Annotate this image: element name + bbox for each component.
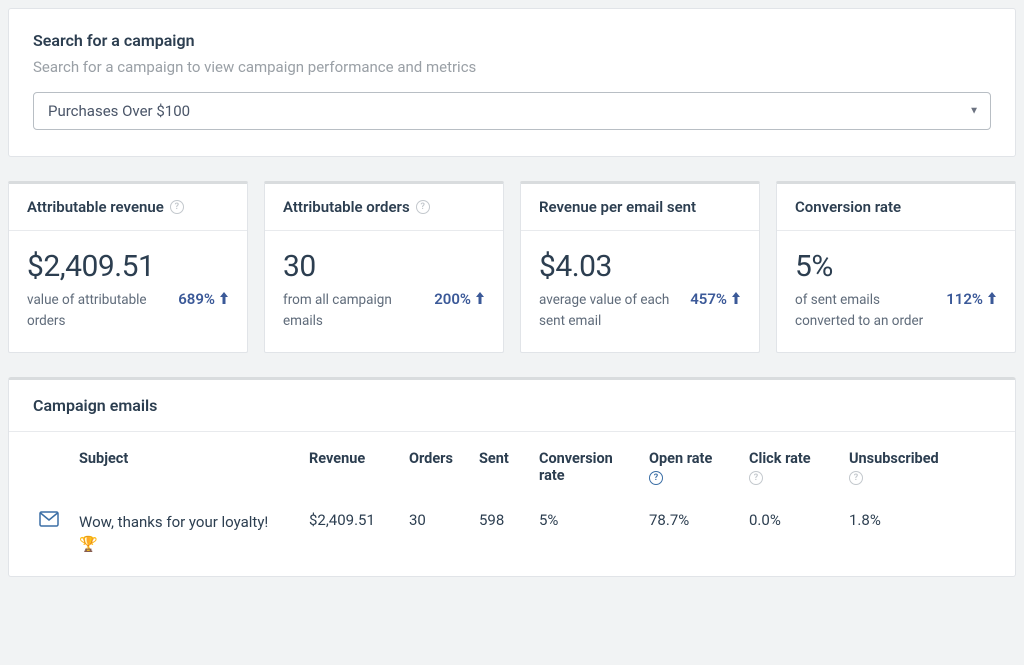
th-open-label: Open rate: [649, 450, 729, 467]
cell-conversion: 5%: [529, 501, 639, 576]
metric-body: $2,409.51 value of attributable orders 6…: [9, 231, 247, 352]
metric-change-value: 457%: [690, 290, 727, 308]
table-header-row: Subject Revenue Orders Sent Conversion r…: [9, 432, 1015, 501]
metric-header: Conversion rate: [777, 184, 1015, 231]
metric-desc: from all campaign emails: [283, 290, 424, 332]
metric-header: Revenue per email sent: [521, 184, 759, 231]
metric-revenue-per-email: Revenue per email sent $4.03 average val…: [520, 181, 760, 353]
cell-icon: [9, 501, 69, 576]
metric-change-value: 200%: [434, 290, 471, 308]
th-conversion: Conversion rate: [529, 432, 639, 501]
metric-change: 112%: [946, 290, 997, 308]
metric-desc: of sent emails converted to an order: [795, 290, 936, 332]
metric-conversion-rate: Conversion rate 5% of sent emails conver…: [776, 181, 1016, 353]
help-icon[interactable]: ?: [749, 471, 763, 485]
campaign-select[interactable]: Purchases Over $100: [33, 92, 991, 130]
metric-header: Attributable revenue ?: [9, 184, 247, 231]
cell-sent: 598: [469, 501, 529, 576]
th-subject: Subject: [69, 432, 299, 501]
th-unsub-label: Unsubscribed: [849, 450, 1005, 467]
metric-desc: average value of each sent email: [539, 290, 680, 332]
metric-header: Attributable orders ?: [265, 184, 503, 231]
help-icon[interactable]: ?: [170, 200, 184, 214]
metric-change-value: 112%: [946, 290, 983, 308]
metric-attributable-revenue: Attributable revenue ? $2,409.51 value o…: [8, 181, 248, 353]
cell-click-rate: 0.0%: [739, 501, 839, 576]
cell-open-rate: 78.7%: [639, 501, 739, 576]
metric-title: Attributable orders: [283, 198, 410, 216]
metric-body: 30 from all campaign emails 200%: [265, 231, 503, 352]
th-revenue: Revenue: [299, 432, 399, 501]
cell-unsubscribed: 1.8%: [839, 501, 1015, 576]
metric-change: 689%: [178, 290, 229, 308]
search-subtitle: Search for a campaign to view campaign p…: [33, 58, 991, 76]
metric-value: 30: [283, 249, 485, 284]
metric-title: Attributable revenue: [27, 198, 164, 216]
th-click-rate: Click rate ?: [739, 432, 839, 501]
metric-value: $4.03: [539, 249, 741, 284]
arrow-up-icon: [219, 290, 229, 308]
help-icon[interactable]: ?: [649, 471, 663, 485]
mail-icon: [39, 511, 59, 527]
campaign-emails-panel: Campaign emails Subject Revenue Orders S…: [8, 377, 1016, 577]
th-unsubscribed: Unsubscribed ?: [839, 432, 1015, 501]
table-row[interactable]: Wow, thanks for your loyalty! 🏆 $2,409.5…: [9, 501, 1015, 576]
metric-change: 200%: [434, 290, 485, 308]
arrow-up-icon: [475, 290, 485, 308]
campaign-select-wrap: Purchases Over $100 ▼: [33, 92, 991, 130]
table-title: Campaign emails: [9, 380, 1015, 432]
cell-orders: 30: [399, 501, 469, 576]
search-panel: Search for a campaign Search for a campa…: [8, 8, 1016, 157]
metric-title: Conversion rate: [795, 198, 901, 216]
metric-change-value: 689%: [178, 290, 215, 308]
metric-body: 5% of sent emails converted to an order …: [777, 231, 1015, 352]
help-icon[interactable]: ?: [416, 200, 430, 214]
search-title: Search for a campaign: [33, 31, 991, 50]
metric-desc: value of attributable orders: [27, 290, 168, 332]
metric-attributable-orders: Attributable orders ? 30 from all campai…: [264, 181, 504, 353]
cell-subject: Wow, thanks for your loyalty! 🏆: [69, 501, 299, 576]
th-orders: Orders: [399, 432, 469, 501]
metric-body: $4.03 average value of each sent email 4…: [521, 231, 759, 352]
metric-change: 457%: [690, 290, 741, 308]
th-sent: Sent: [469, 432, 529, 501]
th-click-label: Click rate: [749, 450, 829, 467]
campaign-emails-table: Subject Revenue Orders Sent Conversion r…: [9, 432, 1015, 576]
help-icon[interactable]: ?: [849, 471, 863, 485]
metric-title: Revenue per email sent: [539, 198, 696, 216]
th-open-rate: Open rate ?: [639, 432, 739, 501]
cell-revenue: $2,409.51: [299, 501, 399, 576]
metric-value: 5%: [795, 249, 997, 284]
metrics-row: Attributable revenue ? $2,409.51 value o…: [8, 181, 1016, 353]
arrow-up-icon: [987, 290, 997, 308]
th-icon: [9, 432, 69, 501]
arrow-up-icon: [731, 290, 741, 308]
metric-value: $2,409.51: [27, 249, 229, 284]
